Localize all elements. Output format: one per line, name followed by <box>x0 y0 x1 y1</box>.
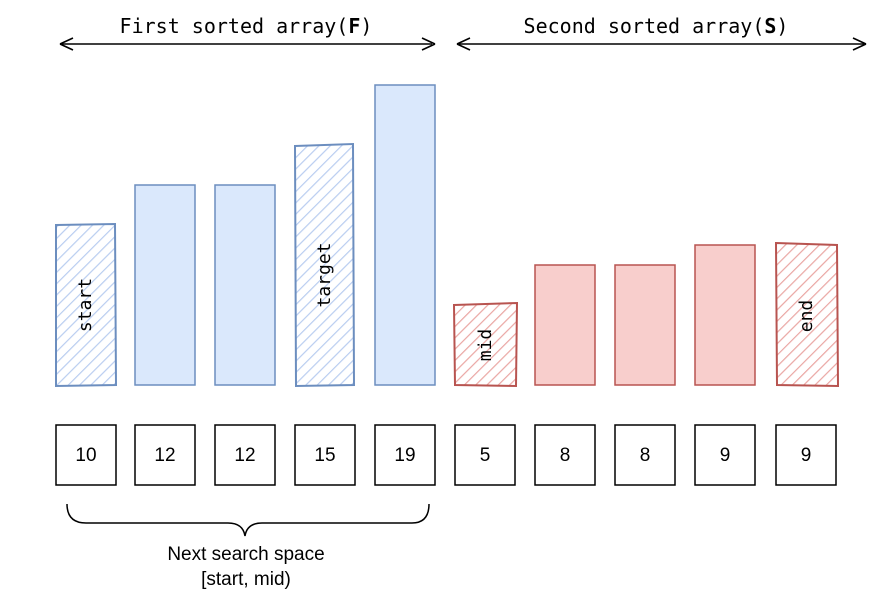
cell-box <box>134 424 196 486</box>
cell: 12 <box>134 424 196 486</box>
cell: 15 <box>294 424 356 486</box>
bar-shape <box>293 142 356 388</box>
cell: 8 <box>534 424 596 486</box>
cell-value: 9 <box>720 445 731 466</box>
right-arrowhead-icon <box>852 37 867 51</box>
bar-target: target <box>293 142 356 388</box>
cell-box <box>694 424 756 486</box>
bar-label: target <box>314 242 335 307</box>
first-array-bars: start target <box>55 84 436 388</box>
cell-box <box>374 424 436 486</box>
value-cells: 10 12 12 15 19 5 8 8 <box>55 424 837 486</box>
bar-shape <box>374 84 436 386</box>
cell: 9 <box>775 424 837 486</box>
bar-shape <box>134 184 196 386</box>
cell: 10 <box>55 424 117 486</box>
first-array-title: First sorted array(F) <box>120 14 373 38</box>
bar-label: end <box>796 300 817 333</box>
cell-box <box>454 424 516 486</box>
bar-start: start <box>55 222 118 388</box>
second-array-bars: mid end <box>452 241 840 388</box>
cell-value: 19 <box>394 445 415 466</box>
bar-shape <box>774 241 840 388</box>
cell-box <box>614 424 676 486</box>
second-array-title: Second sorted array(S) <box>524 14 789 38</box>
bar-shape <box>614 264 676 386</box>
bar-shape <box>534 264 596 386</box>
bar-end: end <box>774 241 840 388</box>
bar-label: mid <box>475 329 496 362</box>
cell: 12 <box>214 424 276 486</box>
cell: 19 <box>374 424 436 486</box>
cell-box <box>294 424 356 486</box>
right-arrowhead-icon <box>421 37 436 51</box>
cell-value: 10 <box>75 445 96 466</box>
cell-box <box>534 424 596 486</box>
bar-shape <box>55 222 118 388</box>
cell-box <box>214 424 276 486</box>
bar-shape <box>452 301 519 388</box>
cell: 5 <box>454 424 516 486</box>
cell: 8 <box>614 424 676 486</box>
cell-value: 9 <box>801 445 812 466</box>
cell-value: 12 <box>154 445 175 466</box>
second-array-header: Second sorted array(S) <box>456 14 867 51</box>
bar-shape <box>694 244 756 386</box>
cell-box <box>55 424 117 486</box>
brace-caption-line2: [start, mid) <box>201 569 291 590</box>
first-array-header: First sorted array(F) <box>59 14 436 51</box>
cell-value: 5 <box>480 445 491 466</box>
left-arrowhead-icon <box>456 37 471 51</box>
cell-box <box>775 424 837 486</box>
bar-mid: mid <box>452 301 519 388</box>
cell-value: 8 <box>640 445 651 466</box>
brace-caption-line1: Next search space <box>167 544 324 565</box>
bar-label: start <box>75 278 96 332</box>
cell-value: 15 <box>314 445 335 466</box>
cell-value: 12 <box>234 445 255 466</box>
cell-value: 8 <box>560 445 571 466</box>
cell: 9 <box>694 424 756 486</box>
curly-brace-icon <box>66 503 430 537</box>
left-arrowhead-icon <box>59 37 74 51</box>
bar-shape <box>214 184 276 386</box>
